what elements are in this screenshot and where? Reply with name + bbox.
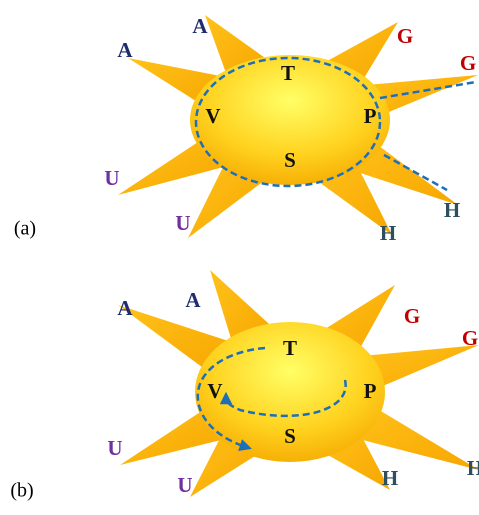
ray-label: U bbox=[177, 473, 192, 497]
ray-label: G bbox=[397, 24, 413, 48]
diagram: T V P S A A G G U U H H (a) T V P S A A G G U U H H (b) bbox=[0, 0, 479, 515]
center-label: V bbox=[205, 104, 220, 128]
ray-label: G bbox=[404, 304, 420, 328]
center-label: S bbox=[284, 148, 296, 172]
ray-label: H bbox=[380, 221, 396, 245]
ray-label: U bbox=[104, 166, 119, 190]
ray-label: H bbox=[467, 456, 479, 480]
ray-label: A bbox=[185, 288, 201, 312]
center-label: T bbox=[283, 336, 297, 360]
ray-label: A bbox=[117, 296, 133, 320]
ray-label: U bbox=[175, 211, 190, 235]
ray-label: H bbox=[382, 466, 398, 490]
center-label: P bbox=[364, 379, 377, 403]
ray-label: G bbox=[462, 326, 478, 350]
center-label: P bbox=[364, 104, 377, 128]
panel-label: (b) bbox=[10, 480, 33, 502]
ray-label: A bbox=[117, 38, 133, 62]
ray-label: U bbox=[107, 436, 122, 460]
center-label: T bbox=[281, 61, 295, 85]
center-label: S bbox=[284, 424, 296, 448]
panel-label: (a) bbox=[14, 218, 36, 240]
ray-label: H bbox=[444, 198, 460, 222]
ray-label: G bbox=[460, 51, 476, 75]
ray-label: A bbox=[192, 14, 208, 38]
center-label: V bbox=[207, 379, 222, 403]
